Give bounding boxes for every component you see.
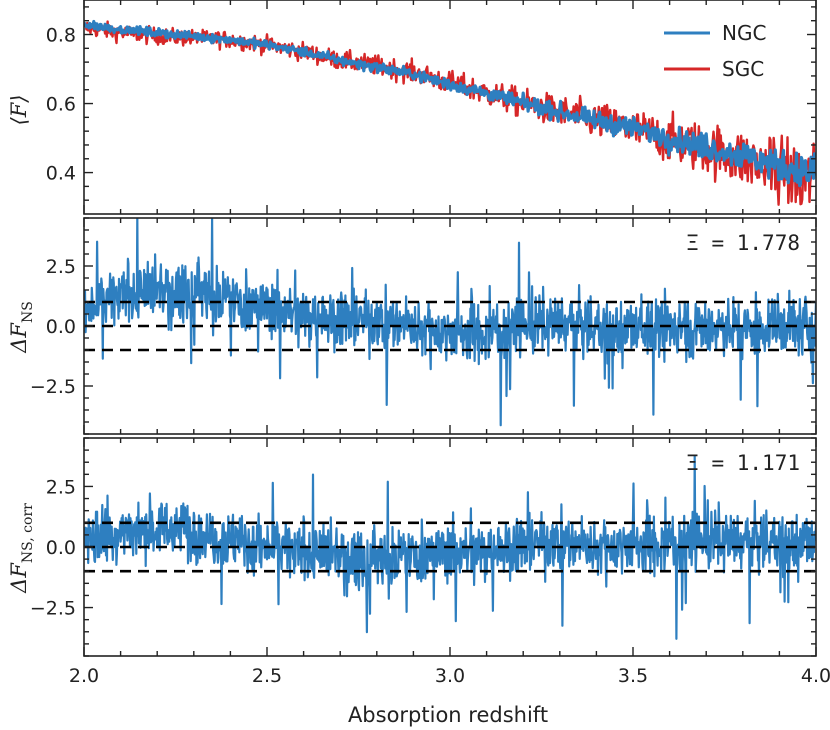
ytick-label-mean-flux: 0.8 (46, 25, 76, 47)
xtick-label: 3.0 (435, 665, 465, 687)
plot-area-flux-difference (84, 218, 816, 427)
xtick-label: 4.0 (801, 665, 830, 687)
panel-flux-difference-corrected: −2.5 0.0 2.5 2.0 2.5 3.0 3.5 4.0 (30, 437, 830, 687)
panel-mean-flux: 0.4 0.6 0.8 (46, 0, 817, 215)
legend: NGC SGC (664, 21, 766, 81)
ylabel-mean-flux: ⟨F⟩ (7, 95, 31, 126)
plot-area-mean-flux (84, 19, 816, 206)
ytick-label-mean-flux: 0.4 (46, 163, 76, 185)
series-line-ngc (84, 19, 816, 188)
xlabel: Absorption redshift (348, 703, 548, 727)
ytick-label-flux-difference-corr: 0.0 (46, 537, 76, 559)
ytick-label-flux-difference-corr: −2.5 (30, 598, 76, 620)
plot-area-flux-difference-corr (84, 454, 816, 640)
legend-label-ngc: NGC (722, 21, 766, 45)
ytick-label-flux-difference: 0.0 (46, 316, 76, 338)
ylabel-flux-difference-corr: ΔFNS, corr (7, 503, 36, 594)
legend-label-sgc: SGC (722, 57, 764, 81)
ylabel-flux-difference-corr-sub: NS, corr (20, 503, 36, 563)
ytick-label-flux-difference: −2.5 (30, 376, 76, 398)
ytick-label-flux-difference-corr: 2.5 (46, 476, 76, 498)
ylabel-flux-difference-sub: NS (20, 301, 36, 323)
series-line-sgc (84, 20, 816, 206)
xtick-label: 2.5 (252, 665, 282, 687)
xtick-label: 3.5 (618, 665, 648, 687)
ytick-label-flux-difference: 2.5 (46, 256, 76, 278)
series-line-flux-difference (84, 218, 816, 427)
ylabel-flux-difference-main: ΔF (7, 322, 31, 354)
ylabel-flux-difference: ΔFNS (7, 301, 36, 354)
xtick-label: 2.0 (69, 665, 99, 687)
annotation-xi-bottom: Ξ = 1.171 (686, 451, 800, 475)
series-line-flux-difference-corr (84, 454, 816, 640)
ytick-label-mean-flux: 0.6 (46, 94, 76, 116)
annotation-xi-middle: Ξ = 1.778 (686, 231, 800, 255)
ylabel-flux-difference-corr-main: ΔF (7, 562, 31, 594)
panel-flux-difference: −2.5 0.0 2.5 (30, 217, 817, 435)
